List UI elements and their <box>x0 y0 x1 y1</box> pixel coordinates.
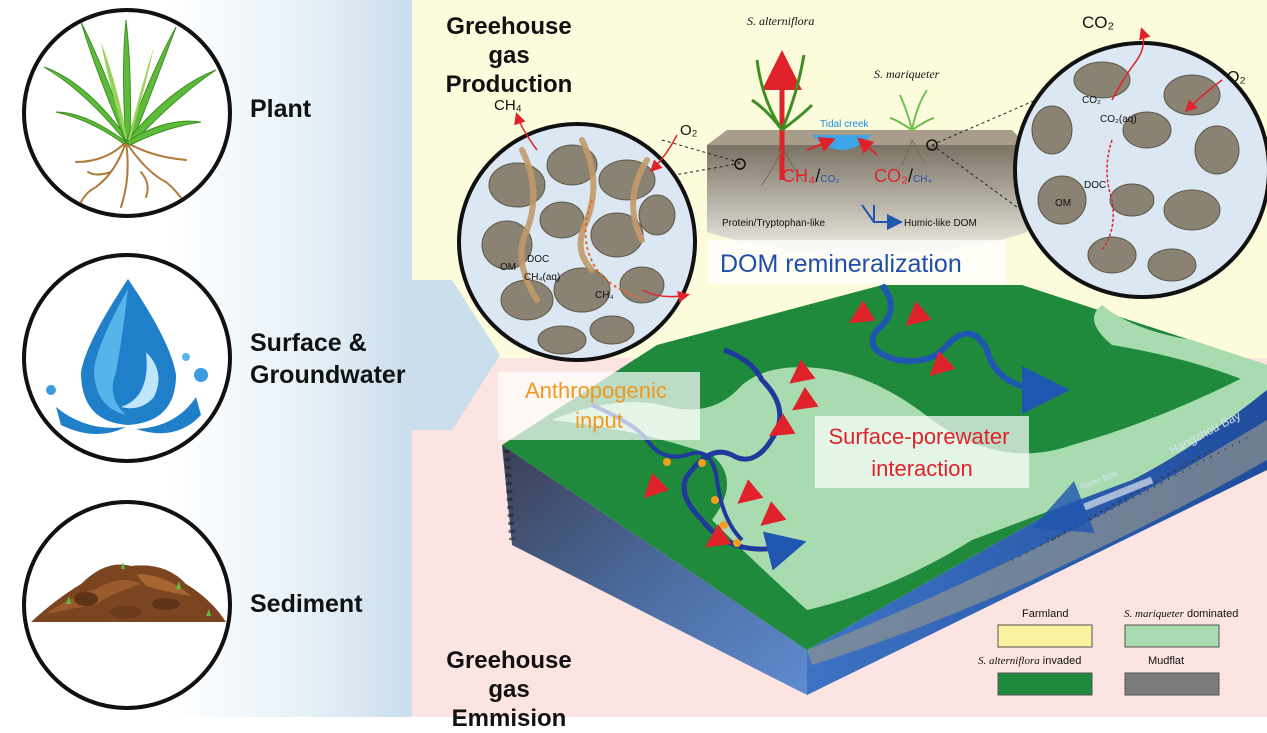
surface-porewater-box <box>815 416 1029 488</box>
legend: Farmland S. mariqueter dominated S. alte… <box>978 608 1238 696</box>
gas-right-main: CO₂ <box>874 166 908 186</box>
exchange-arrows <box>643 300 956 548</box>
legend-mudflat-label: Mudflat <box>1148 655 1184 667</box>
legend-alterniflora-suffix: invaded <box>1040 655 1082 667</box>
legend-farmland-swatch <box>997 624 1093 648</box>
left-zoom-ch4-top: CH₄ <box>494 97 522 114</box>
production-title-line2: Production <box>445 71 573 98</box>
dom-remineralization-box <box>708 240 1006 284</box>
creek-flux-arrows <box>806 137 878 156</box>
water-circle <box>22 253 232 463</box>
gas-left-sep: / <box>815 166 820 186</box>
plant-icon <box>43 19 217 208</box>
left-zoom-om: OM <box>500 262 516 273</box>
left-zoom-ch4-bottom: CH₄ <box>595 290 614 301</box>
legend-mariqueter-label: S. mariqueter dominated <box>1124 608 1238 620</box>
water-label-line1: Surface & <box>250 329 367 357</box>
water-label-line2: Groundwater <box>250 361 406 389</box>
legend-mudflat-swatch <box>1124 672 1220 696</box>
dom-remineralization-text: DOM remineralization <box>720 250 962 278</box>
legend-mariqueter-swatch <box>1124 624 1220 648</box>
surface-porewater-text: Surface-porewater interaction <box>828 424 1015 481</box>
legend-alterniflora-species: S. alterniflora <box>978 655 1040 667</box>
left-zoom-ch4aq: CH₄(aq) <box>524 272 560 283</box>
emission-title-line2: Emmision <box>451 705 567 732</box>
right-zoom-o2: O₂ <box>1227 69 1246 86</box>
flow-arrow-shape <box>412 280 500 430</box>
emission-title: Greehouse gas Emmision <box>424 646 594 733</box>
anthropogenic-box <box>498 372 700 440</box>
soil-pile-icon <box>31 562 226 622</box>
right-zoom-co2-top: CO₂ <box>1082 13 1114 32</box>
production-title-line1: Greehouse gas <box>446 13 572 69</box>
legend-mariqueter-suffix: dominated <box>1184 608 1238 620</box>
soil-section <box>707 145 1027 258</box>
gas-left-group: CH₄/CO₂ <box>782 166 839 186</box>
right-zoom-om: OM <box>1055 198 1071 209</box>
diagram-panel: River flow Hangzhou Bay <box>412 0 1267 732</box>
dom-to-label: Humic-like DOM <box>904 218 977 229</box>
right-zoom-doc: DOC <box>1084 180 1106 191</box>
s-mariqueter-label: S. mariqueter <box>874 67 940 81</box>
legend-alterniflora-label: S. alterniflora invaded <box>978 655 1081 667</box>
plant-circle <box>22 8 232 218</box>
gas-left-minor: CO₂ <box>820 174 839 185</box>
sediment-label: Sediment <box>250 590 363 618</box>
production-title: Greehouse gas Production <box>424 12 594 99</box>
gas-right-minor: CH₄ <box>913 174 932 185</box>
river-flow-arrow <box>1032 476 1154 533</box>
s-mariqueter-plant <box>889 89 935 131</box>
left-zoom-doc: DOC <box>527 254 549 265</box>
anthropogenic-line2: input <box>575 408 623 433</box>
right-zoom-co2aq: CO₂(aq) <box>1100 114 1137 125</box>
right-zoom-circle <box>926 27 1267 299</box>
anthropogenic-line1: Anthropogenic <box>525 378 667 403</box>
dom-from-label: Protein/Tryptophan-like <box>722 218 825 229</box>
surface-porewater-line2: interaction <box>871 456 973 481</box>
left-panel: Plant Surface & Groundwater Se <box>0 0 412 717</box>
s-alterniflora-label: S. alterniflora <box>747 14 814 28</box>
legend-alterniflora-swatch <box>997 672 1093 696</box>
tidal-creek-label: Tidal creek <box>820 119 870 130</box>
gas-right-sep: / <box>908 166 913 186</box>
surface-porewater-line1: Surface-porewater <box>828 424 1009 449</box>
left-zoom-circle <box>457 112 746 362</box>
anthropogenic-text: Anthropogenic input <box>525 378 673 433</box>
legend-farmland-label: Farmland <box>1022 608 1068 620</box>
plant-label: Plant <box>250 95 312 123</box>
legend-mariqueter-species: S. mariqueter <box>1124 608 1185 620</box>
water-drop-icon <box>46 279 208 435</box>
gas-right-group: CO₂/CH₄ <box>874 166 932 186</box>
gas-left-main: CH₄ <box>782 166 815 186</box>
emission-title-line1: Greehouse gas <box>446 647 572 703</box>
sediment-circle <box>22 500 232 710</box>
right-zoom-co2: CO₂ <box>1082 95 1101 106</box>
left-zoom-o2: O₂ <box>680 122 698 139</box>
diagram-canvas: River flow Hangzhou Bay <box>412 13 1267 696</box>
s-alterniflora-plant <box>751 54 814 132</box>
